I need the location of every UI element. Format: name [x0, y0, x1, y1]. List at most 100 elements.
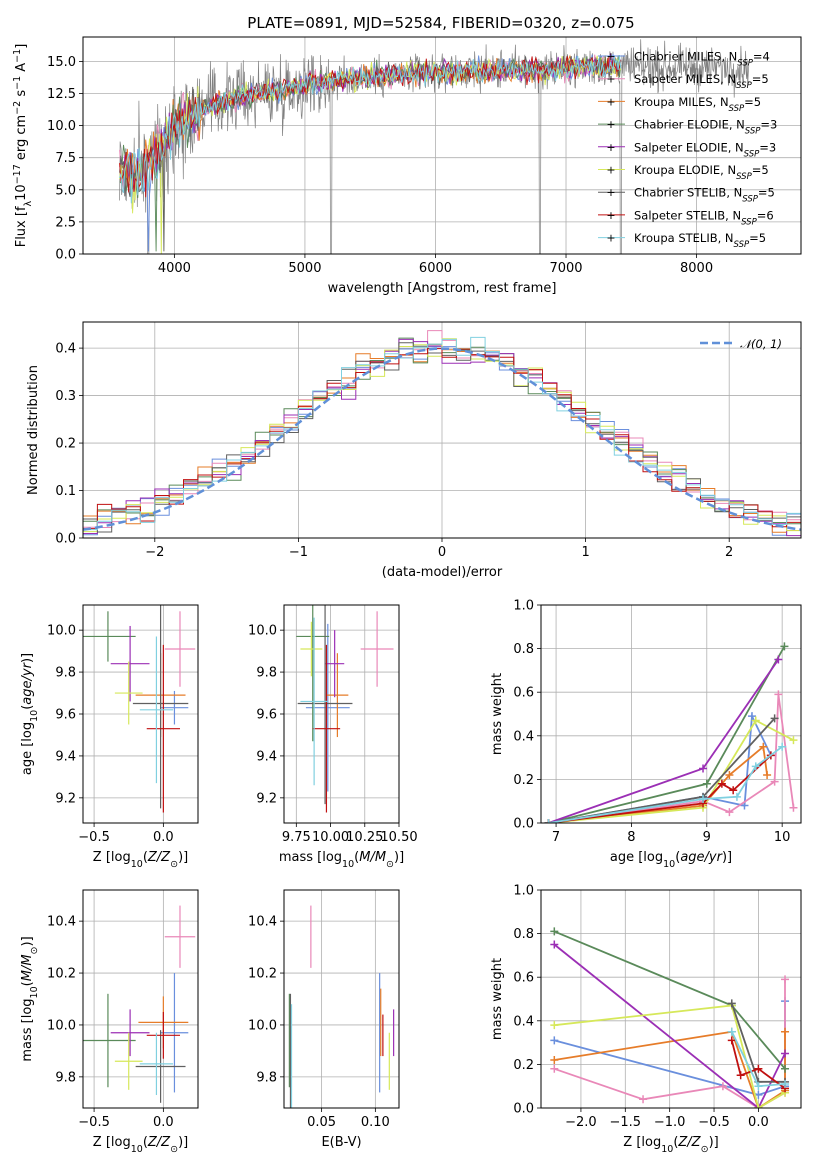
y-tick-label: 10.0	[47, 624, 76, 639]
x-tick-label: 0.0	[153, 830, 174, 845]
marker-salpeter_miles	[770, 777, 779, 786]
spectrum-legend: + Chabrier MILES, NSSP=4 + Salpeter MILES, …	[598, 50, 777, 250]
plot-area	[544, 642, 798, 823]
x-tick-label: 0.05	[307, 1115, 336, 1130]
marker-kroupa_miles	[781, 1027, 790, 1036]
y-tick-label: 10.4	[47, 915, 76, 930]
y-tick-label: 9.4	[256, 749, 277, 764]
errorbar-kroupa_elodie	[300, 621, 323, 677]
plot-area	[296, 605, 394, 813]
y-tick-label: 10.0	[248, 1018, 277, 1033]
panel-2: −0.5 0.0 9.2 9.4 9.6 9.8 10.0 Z [log10(Z/Z⊙)] ag…	[20, 604, 199, 870]
marker-kroupa_miles	[550, 1056, 559, 1065]
axes-frame	[540, 604, 802, 824]
y-tick-label: 10.0	[47, 1018, 76, 1033]
plot-area	[550, 927, 790, 1108]
marker-salpeter_miles	[550, 1064, 559, 1073]
panel-0: 4000 5000 6000 7000 8000 0.0 2.5 5.0 7.5 10.0 12.5…	[12, 36, 802, 296]
x-tick-label: −0.5	[78, 830, 110, 845]
x-axis-label: Z [log10(Z/Z⊙)]	[93, 850, 188, 870]
legend-label-kroupa_miles: Kroupa MILES, NSSP=5	[634, 95, 761, 114]
figure-title: PLATE=0891, MJD=52584, FIBERID=0320, z=0…	[247, 14, 634, 32]
marker-chabrier_elodie	[780, 642, 789, 651]
legend-label-chabrier_miles: Chabrier MILES, NSSP=4	[634, 50, 770, 69]
legend-marker-salpeter_elodie: +	[606, 141, 615, 154]
y-tick-label: 1.0	[513, 599, 534, 614]
y-tick-label: 15.0	[47, 55, 76, 70]
marker-salpeter_stelib	[754, 1064, 763, 1073]
y-tick-label: 10.2	[248, 967, 277, 982]
y-tick-label: 0.6	[513, 971, 534, 986]
x-tick-label: 7000	[549, 261, 582, 276]
y-tick-label: 0.2	[55, 437, 76, 452]
errorbar-kroupa_elodie	[114, 661, 143, 725]
grid	[284, 605, 400, 823]
marker-chabrier_stelib	[770, 714, 779, 723]
y-tick-label: 9.4	[55, 749, 76, 764]
y-tick-label: 0.6	[513, 686, 534, 701]
marker-chabrier_miles	[748, 712, 757, 721]
marker-chabrier_elodie	[550, 927, 559, 936]
y-tick-label: 0.8	[513, 927, 534, 942]
x-axis-label: mass [log10(M/M⊙)]	[279, 850, 404, 870]
legend-marker-chabrier_stelib: +	[606, 186, 615, 199]
axes-frame	[283, 889, 400, 1109]
errorbar-salpeter_stelib	[312, 644, 341, 813]
errorbar-salpeter_stelib	[146, 644, 180, 813]
x-axis-label: Z [log10(Z/Z⊙)]	[623, 1135, 718, 1155]
grid	[541, 889, 801, 1109]
y-tick-label: 9.8	[55, 1070, 76, 1085]
y-axis-label: Normed distribution	[26, 365, 41, 495]
marker-kroupa_stelib	[699, 795, 708, 804]
y-tick-label: 9.6	[256, 708, 277, 723]
x-tick-label: 7	[552, 830, 560, 845]
marker-kroupa_elodie	[550, 1021, 559, 1030]
grid	[83, 890, 198, 1108]
x-tick-label: −2	[145, 545, 164, 560]
model-spectrum-kroupa_stelib	[119, 55, 622, 204]
marker-kroupa_stelib	[751, 762, 760, 771]
legend-label-chabrier_elodie: Chabrier ELODIE, NSSP=3	[634, 118, 777, 137]
x-tick-label: 0.0	[153, 1115, 174, 1130]
errorbar-salpeter_elodie	[110, 1009, 150, 1057]
x-tick-label: 0.10	[361, 1115, 390, 1130]
marker-salpeter_miles	[725, 808, 734, 817]
errorbar-salpeter_elodie	[325, 630, 345, 698]
marker-salpeter_stelib	[736, 1071, 745, 1080]
y-axis-label: mass [log10(M/M⊙)]	[20, 936, 40, 1061]
legend-marker-kroupa_elodie: +	[606, 164, 615, 177]
hist-kroupa_stelib	[83, 336, 801, 531]
y-axis-label: age [log10(age/yr)]	[20, 653, 40, 775]
marker-kroupa_elodie	[751, 716, 760, 725]
series-salpeter_elodie	[553, 943, 786, 1108]
marker-kroupa_elodie	[789, 736, 798, 745]
panel-5: −0.5 0.0 9.8 10.0 10.2 10.4 Z [log10(Z/Z⊙)] mas…	[20, 889, 199, 1155]
legend-marker-salpeter_miles: +	[606, 73, 615, 86]
marker-salpeter_miles	[774, 690, 783, 699]
legend-label-salpeter_elodie: Salpeter ELODIE, NSSP=3	[634, 140, 776, 159]
y-tick-label: 0.4	[513, 1014, 534, 1029]
marker-kroupa_miles	[725, 771, 734, 780]
y-axis-label: Flux [fλ10−17 erg cm−2 s−1 A−1]	[12, 44, 34, 248]
panel-6: 0.05 0.10 9.8 10.0 10.2 10.4 E(B-V)	[248, 889, 400, 1150]
series-salpeter_miles	[548, 694, 795, 823]
errorbar-chabrier_stelib	[135, 1030, 186, 1103]
series-salpeter_stelib	[730, 1040, 786, 1090]
errorbar-chabrier_stelib	[297, 605, 353, 805]
x-tick-label: 4000	[158, 261, 191, 276]
marker-salpeter_elodie	[781, 1049, 790, 1058]
x-tick-label: 0.0	[748, 1115, 769, 1130]
plot-area	[83, 605, 196, 813]
x-tick-label: 5000	[288, 261, 321, 276]
errorbar-chabrier_elodie	[83, 611, 136, 662]
plot-area	[288, 905, 395, 1108]
errorbar-salpeter_miles	[164, 905, 196, 968]
y-tick-label: 0.2	[513, 1058, 534, 1073]
x-tick-label: 10.00	[312, 830, 349, 845]
y-axis-label: mass weight	[490, 958, 505, 1040]
marker-kroupa_elodie	[754, 1104, 763, 1108]
legend-label-kroupa_stelib: Kroupa STELIB, NSSP=5	[634, 231, 766, 250]
x-tick-label: 6000	[419, 261, 452, 276]
